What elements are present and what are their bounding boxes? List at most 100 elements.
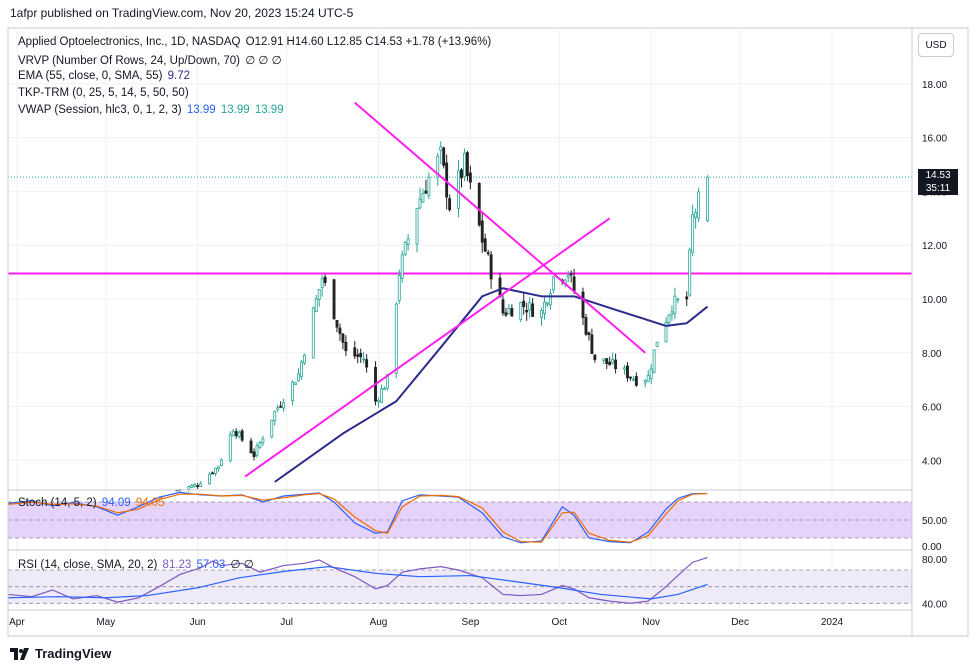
candle-body-29 xyxy=(297,373,300,382)
legend-tkp[interactable]: TKP-TRM (0, 25, 5, 14, 5, 50, 50) xyxy=(18,87,191,99)
rsi-ma-value: 57.03 xyxy=(196,559,226,571)
rsi-series-0 xyxy=(7,556,708,604)
candle-body-82 xyxy=(519,302,523,320)
rsi-tick-0: 80.00 xyxy=(922,555,947,566)
candle-body-73 xyxy=(480,220,484,243)
candle-body-96 xyxy=(572,276,576,292)
candle-body-117 xyxy=(664,322,668,343)
time-tick-8: Dec xyxy=(731,617,749,628)
candle-body-33 xyxy=(314,298,318,312)
candle-body-85 xyxy=(528,302,532,311)
candle-body-79 xyxy=(504,312,508,316)
last-price-label: 14.53 xyxy=(918,169,958,182)
time-tick-4: Aug xyxy=(370,617,388,628)
time-tick-1: May xyxy=(96,617,115,628)
candle-body-95 xyxy=(569,273,573,276)
trend-line-1 xyxy=(244,217,611,478)
candle-body-125 xyxy=(694,212,698,218)
candle-body-37 xyxy=(332,279,336,320)
candle-body-11 xyxy=(219,459,223,466)
rsi-label: RSI (14, close, SMA, 20, 2) xyxy=(18,559,158,571)
candle-body-97 xyxy=(581,291,585,318)
footer: TradingView xyxy=(10,646,111,661)
candle-body-74 xyxy=(483,238,487,252)
rsi-value: 81.23 xyxy=(162,559,192,571)
publish-info: 1afpr published on TradingView.com, Nov … xyxy=(10,6,354,20)
candle-body-4 xyxy=(193,484,197,487)
candle-body-57 xyxy=(415,208,419,245)
candle-body-83 xyxy=(522,300,526,308)
candle-body-27 xyxy=(291,381,294,402)
stoch-lines xyxy=(7,491,708,544)
time-tick-9: 2024 xyxy=(821,617,844,628)
candle-body-81 xyxy=(510,308,514,317)
candle-body-52 xyxy=(394,303,398,374)
ema-value: 9.72 xyxy=(167,70,191,82)
candle-body-39 xyxy=(338,327,342,334)
time-tick-6: Oct xyxy=(552,617,568,628)
price-tick-4: 12.00 xyxy=(922,241,947,252)
legend-stoch[interactable]: Stoch (14, 5, 2) 94.09 94.05 xyxy=(18,497,167,509)
candle-body-63 xyxy=(439,146,443,151)
ema-line xyxy=(274,287,709,483)
ohlc-values: O12.91 H14.60 L12.85 C14.53 +1.78 (+13.9… xyxy=(245,36,492,48)
legend-rsi[interactable]: RSI (14, close, SMA, 20, 2) 81.23 57.03 … xyxy=(18,557,256,571)
candle-body-9 xyxy=(214,467,217,474)
candle-body-112 xyxy=(643,380,647,384)
candle-body-98 xyxy=(584,317,588,335)
candle-body-86 xyxy=(531,303,535,317)
stoch-series-1 xyxy=(7,492,708,543)
rsi-band xyxy=(8,569,912,604)
candle-body-123 xyxy=(688,249,692,296)
candle-body-66 xyxy=(448,198,452,211)
candle-body-118 xyxy=(667,314,671,324)
legend-vwap[interactable]: VWAP (Session, hlc3, 0, 1, 2, 3) 13.99 1… xyxy=(18,104,286,116)
symbol-name[interactable]: Applied Optoelectronics, Inc., 1D, NASDA… xyxy=(18,36,241,48)
candle-body-44 xyxy=(359,352,363,358)
legend-ema[interactable]: EMA (55, close, 0, SMA, 55) 9.72 xyxy=(18,70,192,82)
candle-body-71 xyxy=(468,172,472,183)
tradingview-logo-icon xyxy=(10,647,29,660)
candle-body-84 xyxy=(525,310,529,313)
candle-body-31 xyxy=(302,354,306,364)
candle-body-64 xyxy=(442,147,446,166)
candlesticks xyxy=(175,141,709,493)
candle-body-113 xyxy=(646,375,650,382)
candle-body-3 xyxy=(190,484,194,488)
time-tick-2: Jun xyxy=(190,617,206,628)
time-axis[interactable]: Apr May Jun Jul Aug Sep Oct Nov Dec 2024 xyxy=(9,617,843,628)
candle-body-68 xyxy=(460,169,463,179)
candle-body-32 xyxy=(311,307,315,359)
candle-body-6 xyxy=(199,483,203,487)
candle-body-30 xyxy=(299,361,303,378)
candle-body-51 xyxy=(385,374,389,389)
rsi-series-1 xyxy=(7,566,708,600)
legend-vrvp[interactable]: VRVP (Number Of Rows, 24, Up/Down, 70) ∅… xyxy=(18,53,284,67)
candle-body-90 xyxy=(548,293,552,306)
rsi-tick-1: 40.00 xyxy=(922,599,947,610)
price-axis[interactable]: 4.006.008.0010.0012.0014.0016.0018.0050.… xyxy=(922,80,947,611)
rsi-hidden-marks: ∅ ∅ xyxy=(230,559,254,571)
candle-body-2 xyxy=(187,486,191,491)
vwap-value-2: 13.99 xyxy=(220,104,250,116)
currency-button[interactable]: USD xyxy=(918,33,954,57)
candle-body-12 xyxy=(228,434,232,461)
candle-body-88 xyxy=(543,301,546,314)
trend-lines[interactable] xyxy=(244,101,646,478)
candle-body-17 xyxy=(249,440,253,454)
candle-body-94 xyxy=(566,275,570,278)
candle-body-28 xyxy=(294,382,297,385)
vrvp-hidden-marks: ∅ ∅ ∅ xyxy=(245,55,282,67)
vwap-label: VWAP (Session, hlc3, 0, 1, 2, 3) xyxy=(18,104,182,116)
footer-brand[interactable]: TradingView xyxy=(35,646,112,661)
bar-countdown: 35:11 xyxy=(918,182,958,195)
ema-label: EMA (55, close, 0, SMA, 55) xyxy=(18,70,163,82)
horizontal-line[interactable] xyxy=(8,176,912,275)
candle-body-25 xyxy=(279,405,283,408)
candle-body-60 xyxy=(424,190,428,194)
stoch-tick-1: 0.00 xyxy=(922,542,942,553)
time-tick-3: Jul xyxy=(280,617,293,628)
candle-body-55 xyxy=(403,241,407,255)
pane-separators[interactable] xyxy=(7,27,969,637)
